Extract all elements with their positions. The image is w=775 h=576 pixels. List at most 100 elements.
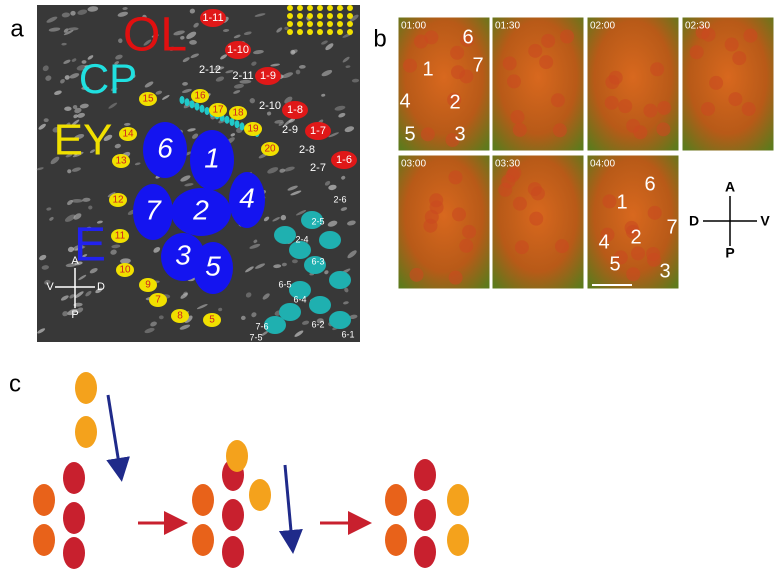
- nucleus: [515, 240, 529, 254]
- compass-label: D: [689, 213, 699, 229]
- cell: [414, 459, 436, 491]
- cp-label: 2-6: [333, 194, 346, 204]
- nucleus: [657, 101, 671, 115]
- yellow-dot: [297, 29, 303, 35]
- yellow-dot: [347, 13, 353, 19]
- panel-label: c: [9, 370, 21, 397]
- yellow-dot: [337, 21, 343, 27]
- yellow-dot: [287, 5, 293, 11]
- cell: [63, 462, 85, 494]
- nucleus: [510, 110, 524, 124]
- compass-label: A: [725, 179, 735, 195]
- cell-number: 5: [205, 250, 221, 281]
- axis-label: D: [97, 281, 105, 293]
- nucleus: [507, 74, 521, 88]
- nucleus: [553, 123, 567, 137]
- yellow-dot: [337, 29, 343, 35]
- time-frame: [398, 155, 490, 289]
- cell: [385, 484, 407, 516]
- nucleus: [462, 225, 476, 239]
- ol-label: 1-9: [260, 70, 276, 82]
- region-label: E: [74, 219, 106, 272]
- nucleus: [626, 267, 640, 281]
- region-label: EY: [54, 116, 113, 165]
- cp-label: 6-1: [341, 329, 354, 339]
- cell: [63, 537, 85, 569]
- cp-dot: [200, 105, 205, 113]
- yellow-dot: [327, 13, 333, 19]
- nucleus: [560, 30, 574, 44]
- cp-cell: [329, 271, 351, 289]
- cell-number: 2: [192, 194, 209, 225]
- yellow-dot: [317, 13, 323, 19]
- cp-dot: [230, 118, 235, 126]
- cp-cell: [279, 303, 301, 321]
- time-frame: [682, 17, 774, 151]
- ol-label: 1-11: [202, 12, 223, 24]
- nucleus: [631, 246, 645, 260]
- panel-label: b: [373, 25, 386, 52]
- cell-number: 5: [609, 253, 620, 275]
- migration-arrow: [285, 465, 292, 542]
- ey-label: 20: [264, 144, 276, 155]
- nucleus: [421, 127, 435, 141]
- ey-label: 5: [209, 315, 215, 326]
- nucleus: [605, 96, 619, 110]
- cp-dot: [185, 98, 190, 106]
- cp-label: 6-4: [293, 294, 306, 304]
- yellow-dot: [287, 29, 293, 35]
- ey-label: 14: [122, 129, 134, 140]
- cell: [226, 440, 248, 472]
- cell: [75, 416, 97, 448]
- yellow-dot: [297, 13, 303, 19]
- ey-label: 16: [194, 91, 206, 102]
- cell: [447, 484, 469, 516]
- nucleus: [742, 102, 756, 116]
- nucleus: [414, 35, 428, 49]
- ey-label: 13: [115, 156, 127, 167]
- nucleus: [725, 38, 739, 52]
- time-label: 01:00: [401, 21, 426, 32]
- cp-label: 6-2: [311, 319, 324, 329]
- cell-number: 6: [462, 26, 473, 48]
- cell-number: 4: [598, 231, 609, 253]
- cell-number: 1: [616, 191, 627, 213]
- axis-label: P: [71, 309, 78, 321]
- nucleus: [531, 186, 545, 200]
- cp-cell: [309, 296, 331, 314]
- panel-c: [33, 372, 469, 569]
- nucleus: [403, 59, 417, 73]
- ey-label: 19: [247, 124, 259, 135]
- panel-label: a: [10, 15, 24, 42]
- nucleus: [605, 75, 619, 89]
- cell: [222, 499, 244, 531]
- cp-dot: [240, 122, 245, 130]
- time-label: 01:30: [495, 21, 520, 32]
- yellow-dot: [287, 13, 293, 19]
- yellow-dot: [307, 13, 313, 19]
- axis-label: V: [46, 281, 54, 293]
- ey-label: 18: [232, 108, 244, 119]
- nucleus: [551, 93, 565, 107]
- cell-number: 6: [157, 132, 173, 163]
- ey-label: 7: [155, 295, 161, 306]
- nucleus: [449, 271, 463, 285]
- nucleus: [618, 99, 632, 113]
- yellow-dot: [297, 5, 303, 11]
- nucleus: [410, 268, 424, 282]
- yellow-dot: [327, 5, 333, 11]
- compass-label: P: [725, 245, 734, 261]
- cell-number: 4: [239, 182, 255, 213]
- cp-label: 6-5: [278, 279, 291, 289]
- cp-cell: [274, 226, 296, 244]
- nucleus: [513, 123, 527, 137]
- cell-number: 1: [422, 58, 433, 80]
- yellow-dot: [347, 5, 353, 11]
- nucleus: [602, 194, 616, 208]
- ey-label: 9: [145, 280, 151, 291]
- cp-label: 7-5: [249, 332, 262, 342]
- nucleus: [528, 44, 542, 58]
- cell: [414, 536, 436, 568]
- figure: 61472351-111-102-122-111-92-101-82-91-72…: [0, 0, 775, 576]
- compass-label: V: [760, 213, 770, 229]
